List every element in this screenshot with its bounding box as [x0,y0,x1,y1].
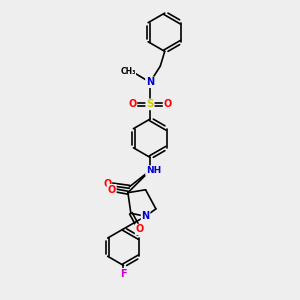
Text: O: O [108,185,116,195]
Text: O: O [164,99,172,110]
Text: NH: NH [146,166,161,175]
Text: N: N [146,77,154,87]
Text: N: N [142,211,150,221]
Text: O: O [136,224,144,235]
Text: O: O [103,179,111,189]
Text: CH₃: CH₃ [120,68,136,76]
Text: F: F [120,269,127,279]
Text: O: O [128,99,136,110]
Text: S: S [146,99,154,110]
